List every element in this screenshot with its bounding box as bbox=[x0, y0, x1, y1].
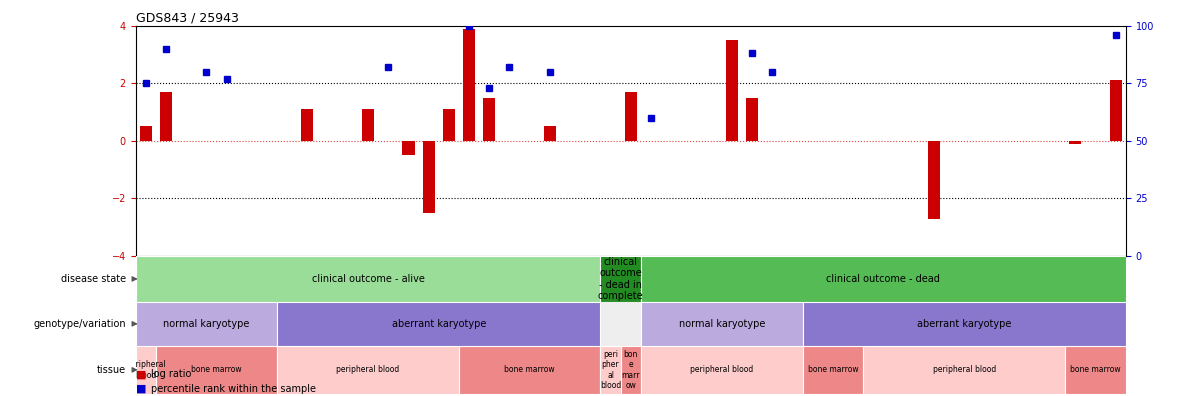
Bar bbox=[625, 92, 637, 141]
Bar bbox=[746, 98, 758, 141]
Text: clinical outcome - alive: clinical outcome - alive bbox=[311, 274, 424, 284]
Text: peri
pher
al
blood: peri pher al blood bbox=[600, 350, 621, 390]
Bar bbox=[863, 346, 1066, 394]
Bar bbox=[1069, 141, 1081, 144]
Text: tissue: tissue bbox=[97, 365, 126, 375]
Bar bbox=[620, 346, 641, 394]
Text: ■: ■ bbox=[136, 369, 146, 379]
Bar bbox=[362, 109, 374, 141]
Text: peripheral blood: peripheral blood bbox=[690, 366, 753, 374]
Bar bbox=[136, 256, 600, 302]
Text: clinical
outcome
- dead in
complete: clinical outcome - dead in complete bbox=[598, 257, 644, 301]
Text: peripheral blood: peripheral blood bbox=[336, 366, 400, 374]
Text: ■: ■ bbox=[136, 384, 146, 394]
Bar bbox=[160, 92, 172, 141]
Text: disease state: disease state bbox=[60, 274, 126, 284]
Bar bbox=[803, 302, 1126, 346]
Text: normal karyotype: normal karyotype bbox=[679, 319, 765, 329]
Text: percentile rank within the sample: percentile rank within the sample bbox=[151, 384, 316, 394]
Bar bbox=[600, 256, 641, 302]
Bar bbox=[277, 346, 459, 394]
Text: peripheral
blood: peripheral blood bbox=[126, 360, 165, 379]
Text: peripheral blood: peripheral blood bbox=[933, 366, 996, 374]
Text: genotype/variation: genotype/variation bbox=[33, 319, 126, 329]
Text: bon
e
marr
ow: bon e marr ow bbox=[621, 350, 640, 390]
Bar bbox=[600, 346, 620, 394]
Text: bone marrow: bone marrow bbox=[505, 366, 555, 374]
Text: aberrant karyotype: aberrant karyotype bbox=[917, 319, 1012, 329]
Bar bbox=[402, 141, 415, 155]
Text: clinical outcome - dead: clinical outcome - dead bbox=[826, 274, 941, 284]
Bar bbox=[156, 346, 277, 394]
Text: bone marrow: bone marrow bbox=[191, 366, 242, 374]
Bar bbox=[1066, 346, 1126, 394]
Bar bbox=[302, 109, 314, 141]
Text: normal karyotype: normal karyotype bbox=[163, 319, 250, 329]
Bar bbox=[277, 302, 600, 346]
Bar bbox=[1109, 80, 1122, 141]
Bar bbox=[803, 346, 863, 394]
Bar bbox=[463, 29, 475, 141]
Text: bone marrow: bone marrow bbox=[1071, 366, 1121, 374]
Bar bbox=[641, 256, 1126, 302]
Text: bone marrow: bone marrow bbox=[808, 366, 858, 374]
Bar bbox=[483, 98, 495, 141]
Bar bbox=[459, 346, 600, 394]
Bar bbox=[641, 302, 803, 346]
Text: log ratio: log ratio bbox=[151, 369, 191, 379]
Bar bbox=[544, 126, 556, 141]
Bar bbox=[136, 302, 277, 346]
Bar bbox=[928, 141, 940, 219]
Bar bbox=[726, 40, 738, 141]
Bar bbox=[139, 126, 152, 141]
Text: aberrant karyotype: aberrant karyotype bbox=[391, 319, 486, 329]
Bar bbox=[422, 141, 435, 213]
Bar bbox=[641, 346, 803, 394]
Bar bbox=[443, 109, 455, 141]
Bar bbox=[136, 346, 156, 394]
Text: GDS843 / 25943: GDS843 / 25943 bbox=[136, 11, 238, 25]
